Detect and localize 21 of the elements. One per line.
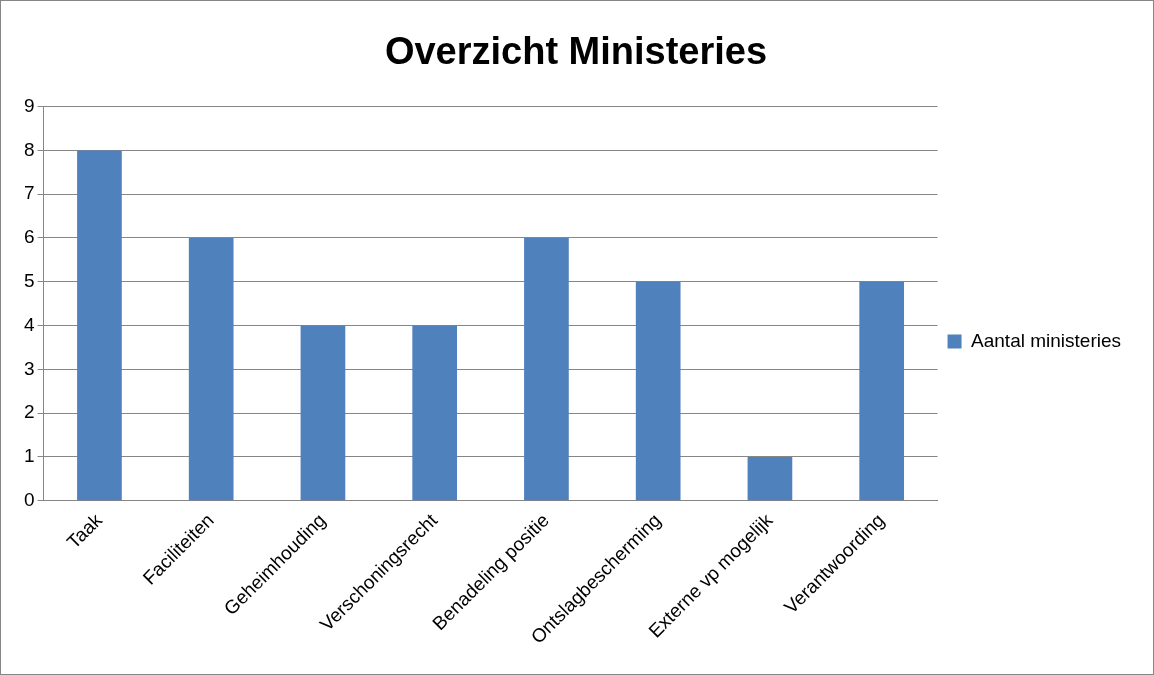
- bar: [188, 237, 234, 501]
- bar: [859, 281, 905, 501]
- y-tick-label: 3: [23, 357, 35, 379]
- y-tick-label: 7: [23, 182, 35, 204]
- bar: [524, 237, 569, 501]
- y-tick-label: 6: [23, 226, 35, 248]
- y-tick-label: 4: [23, 313, 35, 335]
- bar: [77, 150, 122, 501]
- legend-label: Aantal ministeries: [971, 329, 1121, 351]
- bar: [412, 325, 458, 501]
- y-tick-label: 5: [23, 269, 35, 291]
- y-tick-label: 0: [23, 488, 35, 510]
- x-tick-label: Taak: [62, 509, 107, 553]
- bar: [300, 325, 346, 501]
- y-tick-label: 2: [23, 401, 35, 423]
- bar: [747, 456, 793, 501]
- y-tick-label: 1: [23, 445, 35, 467]
- y-tick-label: 9: [23, 94, 35, 116]
- bar: [635, 281, 681, 501]
- y-tick-label: 8: [23, 138, 35, 160]
- chart-title: Overzicht Ministeries: [384, 30, 768, 73]
